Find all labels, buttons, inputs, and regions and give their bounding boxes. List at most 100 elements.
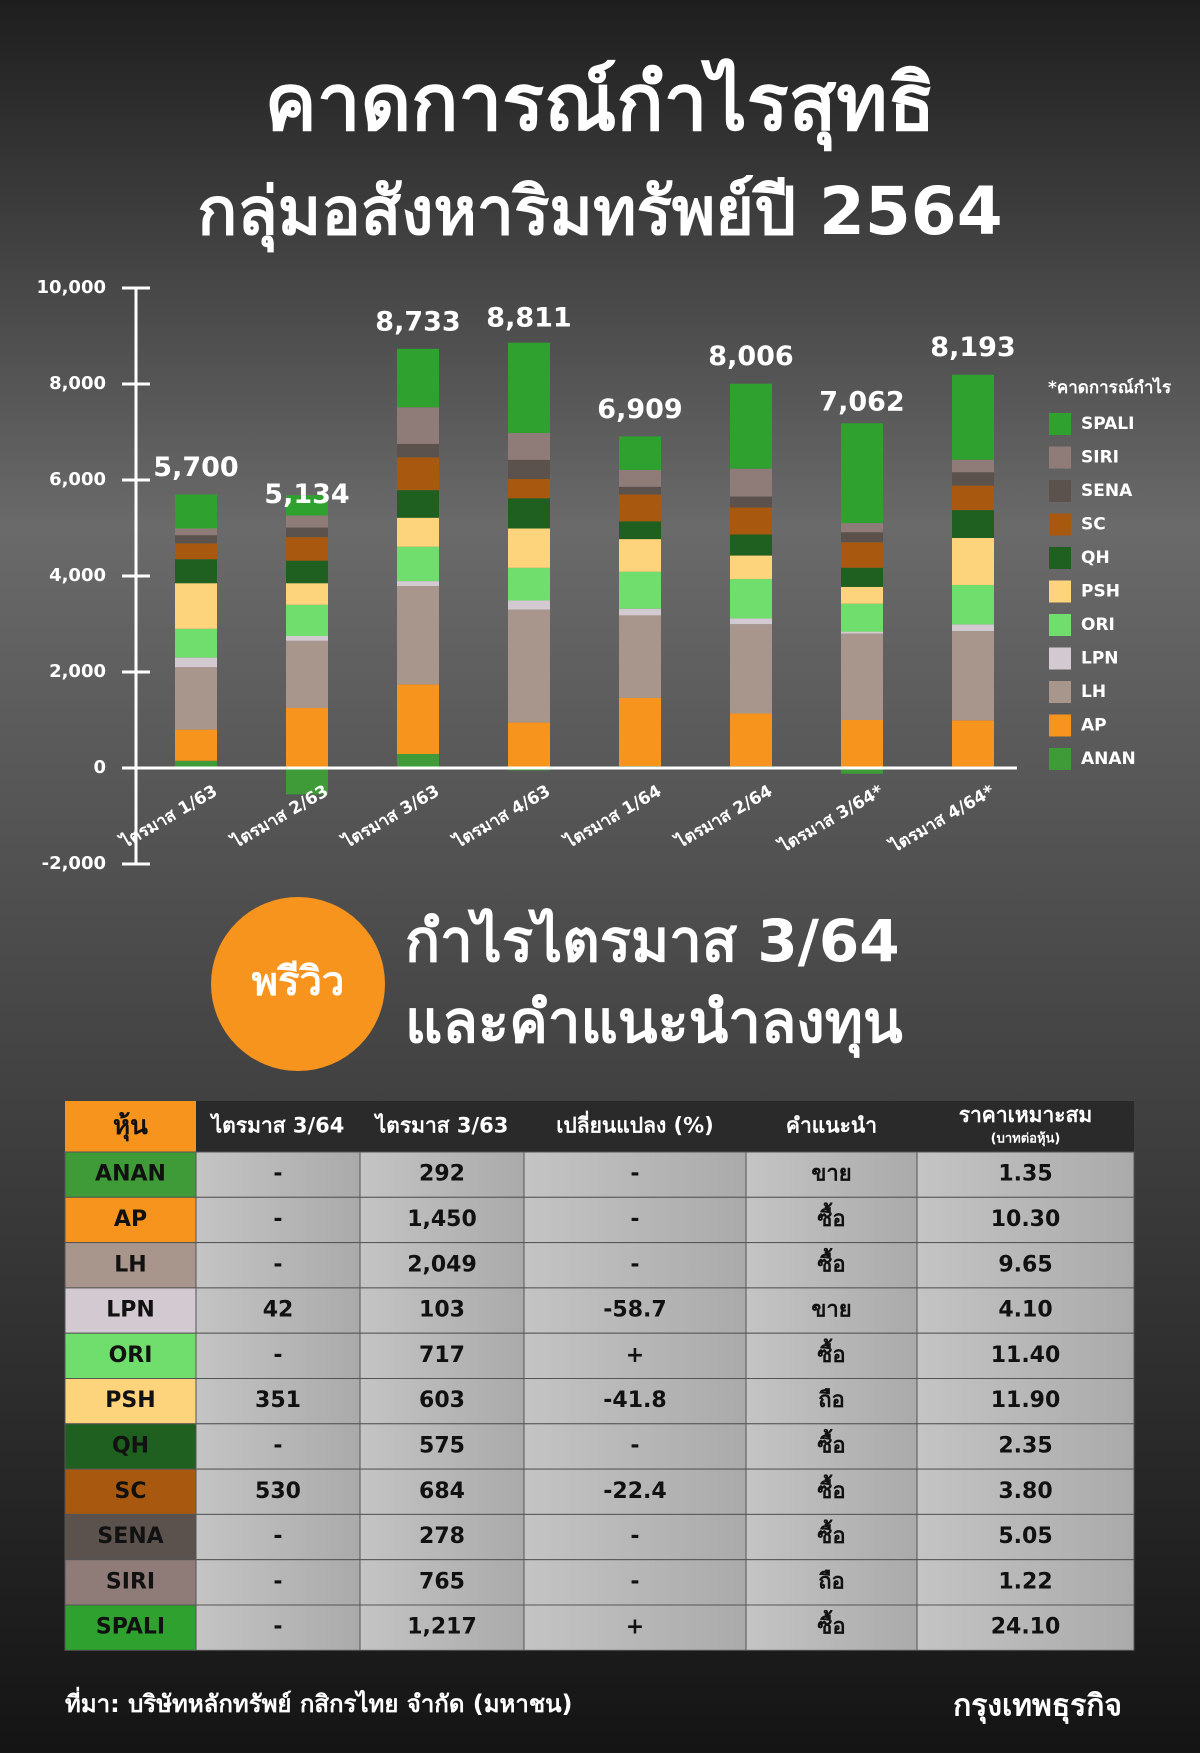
bar-segment	[286, 560, 328, 584]
cell-text: +	[626, 1343, 644, 1368]
table-cell	[64, 1242, 197, 1289]
bar-segment	[508, 600, 550, 610]
y-tick-label: 4,000	[49, 565, 106, 586]
badge	[211, 897, 385, 1071]
table-cell	[359, 1604, 525, 1651]
column-header: เปลี่ยนแปลง (%)	[556, 1110, 714, 1138]
table-cell	[195, 1513, 361, 1561]
cell-text: 530	[255, 1479, 301, 1504]
cell-text: ซื้อ	[817, 1474, 845, 1504]
table-cell	[916, 1332, 1135, 1379]
legend-swatch	[1049, 681, 1071, 703]
bar-segment	[841, 532, 883, 543]
cell-text: 103	[419, 1298, 465, 1323]
cell-text: SENA	[97, 1524, 163, 1549]
bar-segment	[286, 640, 328, 708]
header-cell	[917, 1101, 1134, 1152]
bar-segment	[397, 490, 439, 518]
section-title: และคำแนะนำลงทุน	[405, 988, 903, 1059]
cell-text: -	[273, 1162, 282, 1187]
cell-text: -	[273, 1569, 282, 1594]
bar-segment	[508, 498, 550, 529]
cell-text: ถือ	[818, 1388, 845, 1413]
bar-segment	[286, 708, 328, 768]
legend-swatch	[1049, 580, 1071, 603]
bar-segment	[619, 539, 661, 572]
total-label: 8,006	[708, 341, 793, 372]
table-cell	[523, 1423, 747, 1470]
bar-segment	[619, 608, 661, 616]
bar-segment	[397, 753, 439, 768]
legend-label: SC	[1081, 515, 1106, 535]
table-cell	[64, 1559, 197, 1606]
title: คาดการณ์กำไรสุทธิ	[265, 57, 936, 151]
bar-segment	[952, 631, 994, 721]
bar-segment	[175, 494, 217, 529]
header-cell	[524, 1101, 746, 1152]
bar-segment	[841, 423, 883, 524]
bar-segment	[397, 684, 439, 754]
column-header: ราคาเหมาะสม	[959, 1103, 1093, 1127]
legend-swatch	[1049, 480, 1071, 502]
cell-text: -	[630, 1524, 639, 1549]
table-cell	[195, 1196, 361, 1244]
cell-text: -	[630, 1569, 639, 1594]
bar-segment	[619, 615, 661, 698]
cell-text: 5.05	[998, 1524, 1052, 1549]
legend-label: SENA	[1081, 481, 1133, 501]
bar-segment	[730, 713, 772, 767]
table-cell	[916, 1242, 1135, 1289]
table-cell	[745, 1468, 918, 1515]
table-cell	[745, 1196, 918, 1244]
cell-text: -	[630, 1433, 639, 1458]
header-cell	[196, 1101, 360, 1152]
legend-swatch	[1049, 547, 1071, 569]
total-label: 7,062	[819, 387, 904, 418]
table-cell	[745, 1332, 918, 1379]
total-label: 8,811	[486, 303, 571, 334]
bar-segment	[508, 722, 550, 768]
cell-text: AP	[114, 1207, 147, 1232]
cell-text: ขาย	[811, 1162, 851, 1187]
legend-swatch	[1049, 513, 1071, 536]
cell-text: 292	[419, 1162, 465, 1187]
cell-text: -22.4	[603, 1479, 666, 1504]
cell-text: -	[630, 1252, 639, 1277]
legend-swatch	[1049, 748, 1071, 770]
bar-segment	[841, 631, 883, 634]
bar-segment	[175, 559, 217, 584]
bar-segment	[730, 555, 772, 580]
bar-segment	[397, 407, 439, 444]
table-cell	[359, 1287, 525, 1334]
legend-label: LH	[1081, 682, 1106, 702]
bar-segment	[286, 527, 328, 538]
table-cell	[523, 1559, 747, 1606]
bar-segment	[175, 528, 217, 536]
bar-segment	[619, 521, 661, 540]
column-header: หุ้น	[113, 1111, 148, 1142]
table-cell	[523, 1151, 747, 1198]
bar-segment	[841, 720, 883, 768]
table-cell	[195, 1242, 361, 1289]
table-cell	[916, 1468, 1135, 1515]
table-cell	[195, 1468, 361, 1515]
cell-text: +	[626, 1615, 644, 1640]
table-cell	[745, 1242, 918, 1289]
bar-segment	[397, 586, 439, 685]
cell-text: ซื้อ	[817, 1202, 845, 1232]
table-cell	[359, 1513, 525, 1561]
cell-text: -	[273, 1252, 282, 1277]
total-label: 5,700	[153, 452, 238, 483]
bar-segment	[619, 486, 661, 495]
legend-label: SIRI	[1081, 448, 1119, 468]
bar-segment	[952, 720, 994, 767]
bar-segment	[286, 537, 328, 561]
bar-segment	[397, 457, 439, 491]
cell-text: -	[273, 1433, 282, 1458]
legend-label: SPALI	[1081, 414, 1134, 434]
bar-segment	[175, 760, 217, 768]
bar-segment	[619, 436, 661, 470]
table-cell	[523, 1196, 747, 1244]
cell-text: SIRI	[106, 1569, 155, 1594]
column-header: ไตรมาส 3/64	[210, 1113, 345, 1138]
